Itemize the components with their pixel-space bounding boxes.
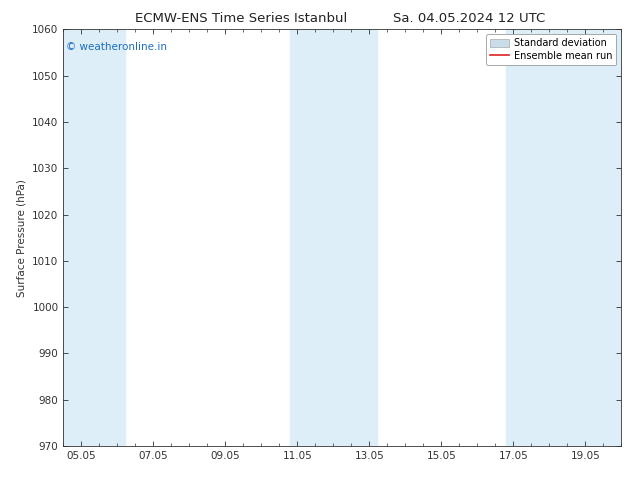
Text: Sa. 04.05.2024 12 UTC: Sa. 04.05.2024 12 UTC <box>393 12 545 25</box>
Bar <box>506 29 621 446</box>
Text: ECMW-ENS Time Series Istanbul: ECMW-ENS Time Series Istanbul <box>135 12 347 25</box>
Text: © weatheronline.in: © weatheronline.in <box>66 42 167 52</box>
Bar <box>290 29 377 446</box>
Y-axis label: Surface Pressure (hPa): Surface Pressure (hPa) <box>16 179 27 296</box>
Legend: Standard deviation, Ensemble mean run: Standard deviation, Ensemble mean run <box>486 34 616 65</box>
Bar <box>63 29 125 446</box>
